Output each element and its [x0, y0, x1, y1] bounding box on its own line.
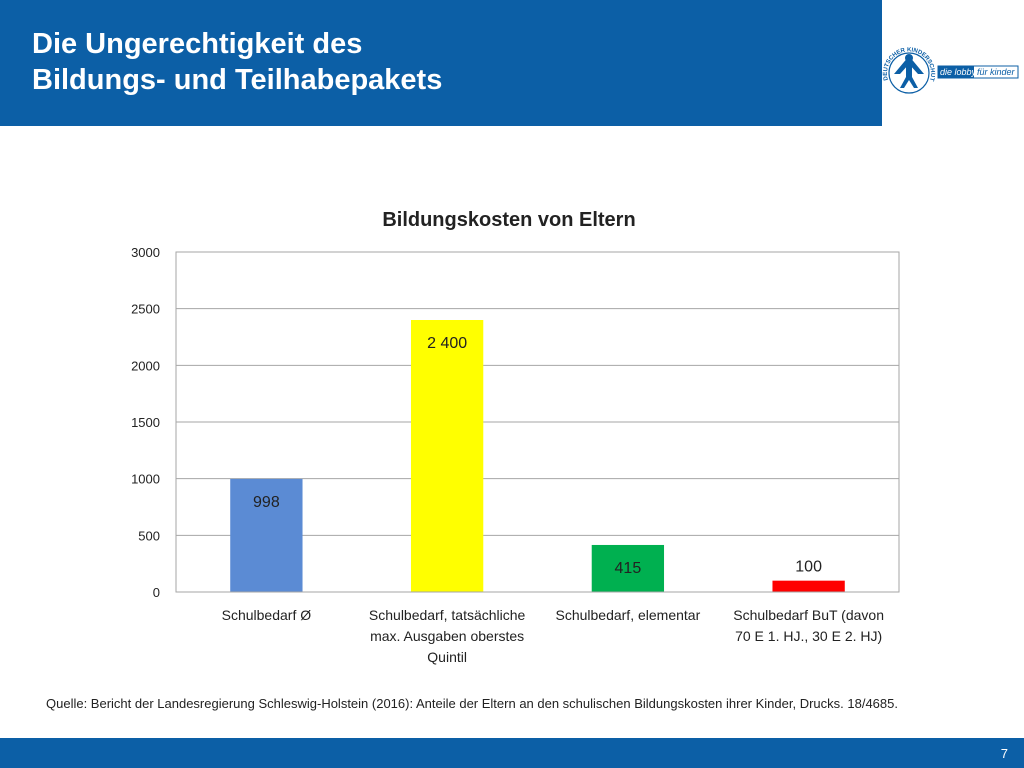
plot-area-border [175, 251, 900, 593]
x-axis-labels: Schulbedarf Ø Schulbedarf, tatsächliche ma… [222, 607, 884, 665]
x-tick-label: Schulbedarf BuT (davon [733, 607, 884, 623]
bar-value-label: 2 400 [427, 335, 467, 352]
slide-header: Die Ungerechtigkeit des Bildungs- und Te… [0, 0, 882, 126]
bar [772, 580, 845, 592]
y-axis: 0 500 1000 1500 2000 2500 3000 [131, 245, 160, 600]
y-tick-label: 1000 [131, 472, 160, 487]
logo-tagline-part2: für kinder [977, 67, 1016, 77]
page-number: 7 [1000, 746, 1008, 761]
slide-title-line1: Die Ungerechtigkeit des [32, 28, 363, 60]
x-tick-label: Schulbedarf, tatsächliche [369, 607, 526, 623]
chart-title: Bildungskosten von Eltern [382, 209, 635, 231]
y-tick-label: 3000 [131, 245, 160, 260]
bar-value-label: 415 [615, 560, 642, 577]
bar [230, 478, 303, 592]
y-tick-label: 500 [138, 528, 160, 543]
x-tick-label: Schulbedarf, elementar [555, 607, 700, 623]
logo-tagline-part1: die lobby [940, 67, 977, 77]
chart-value-labels: 998 2 400 415 100 [253, 335, 822, 577]
logo-figure-arms [894, 56, 924, 74]
x-tick-label: Schulbedarf Ø [222, 607, 312, 623]
chart-bars [230, 320, 845, 592]
chart-container: Bildungskosten von Eltern 0 500 1000 1500 20… [0, 190, 1024, 680]
y-tick-label: 1500 [131, 415, 160, 430]
logo-figure-legs [900, 77, 918, 88]
x-tick-label: max. Ausgaben oberstes [370, 628, 524, 644]
logo-area: DEUTSCHER KINDERSCHUTZBUND E.V. (DKSB) d… [882, 0, 1024, 126]
y-tick-label: 0 [153, 585, 160, 600]
y-tick-label: 2500 [131, 302, 160, 317]
bar-value-label: 100 [795, 559, 822, 576]
kinderschutzbund-logo-icon: DEUTSCHER KINDERSCHUTZBUND E.V. (DKSB) d… [882, 0, 1019, 94]
x-tick-label: Quintil [427, 649, 467, 665]
x-tick-label: 70 E 1. HJ., 30 E 2. HJ) [735, 628, 882, 644]
y-tick-label: 2000 [131, 358, 160, 373]
logo-figure-body [906, 63, 912, 77]
bar [591, 544, 665, 592]
source-note: Quelle: Bericht der Landesregierung Schl… [46, 696, 898, 711]
bar-chart: Bildungskosten von Eltern 0 500 1000 1500 20… [131, 209, 900, 665]
slide-title-line2: Bildungs- und Teilhabepakets [32, 64, 443, 96]
bar [410, 320, 484, 592]
slide-title: Die Ungerechtigkeit des Bildungs- und Te… [32, 26, 442, 98]
bar-value-label: 998 [253, 494, 280, 511]
slide-footer: 7 [0, 738, 1024, 768]
